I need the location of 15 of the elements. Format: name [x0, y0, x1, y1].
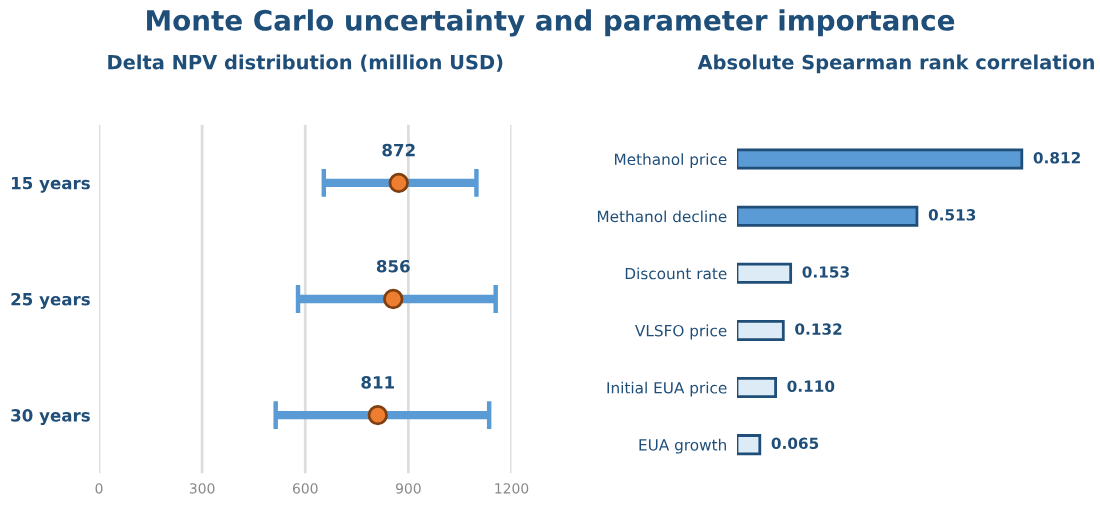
bar [737, 205, 919, 227]
chart-title: Absolute Spearman rank correlation [697, 54, 1094, 74]
chart-title: Monte Carlo uncertainty and parameter importance [147, 9, 955, 37]
chart-subtitle: Delta NPV distribution (million USD) [108, 54, 503, 72]
data-label: 856 [376, 259, 410, 273]
bar [737, 377, 777, 399]
y-tick-label: 30 years [11, 409, 90, 425]
bar [737, 148, 1024, 170]
bar [737, 319, 785, 341]
bar [737, 434, 762, 456]
y-tick-label: 25 years [11, 292, 90, 309]
data-label: 811 [361, 376, 395, 389]
bar [737, 262, 793, 284]
y-tick-label: 15 years [12, 176, 90, 193]
data-label: 872 [382, 143, 415, 157]
